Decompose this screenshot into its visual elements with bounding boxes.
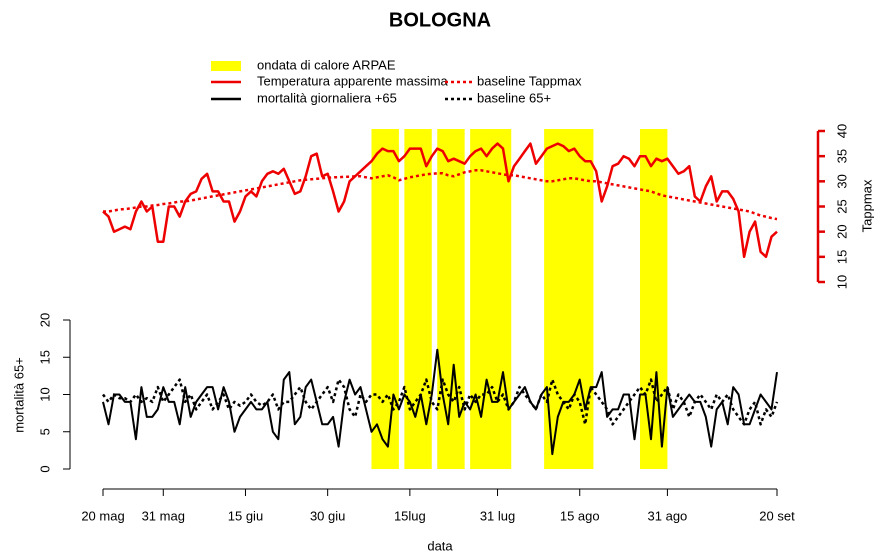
- y2-tick-label: 20: [834, 224, 849, 238]
- y-tick-label: 15: [37, 350, 52, 364]
- heat-wave-band: [544, 129, 594, 469]
- y2-tick-label: 30: [834, 174, 849, 188]
- legend-label: baseline Tappmax: [477, 73, 582, 88]
- y-axis-label: mortalità 65+: [11, 357, 26, 433]
- x-tick-label: 20 mag: [81, 508, 124, 523]
- heat-wave-band: [371, 129, 399, 469]
- legend-label: ondata di calore ARPAE: [257, 57, 396, 72]
- y2-tick-label: 15: [834, 250, 849, 264]
- x-tick-label: 31 lug: [480, 508, 515, 523]
- baseline-line: [101, 378, 779, 426]
- y-tick-label: 0: [37, 465, 52, 472]
- y-tick-label: 10: [37, 387, 52, 401]
- y2-axis-label: Tappmax: [859, 179, 874, 232]
- heat-wave-band: [404, 129, 432, 469]
- data-line: [102, 348, 778, 456]
- y2-tick-label: 10: [834, 275, 849, 289]
- y-tick-label: 5: [37, 428, 52, 435]
- chart-title: BOLOGNA: [389, 9, 491, 31]
- y-tick-label: 20: [37, 313, 52, 327]
- x-tick-label: 15 ago: [560, 508, 600, 523]
- x-tick-label: 31 mag: [142, 508, 185, 523]
- y2-tick-label: 40: [834, 124, 849, 138]
- heat-wave-band: [470, 129, 512, 469]
- legend-label: Temperatura apparente massima: [257, 73, 449, 88]
- data-line: [102, 142, 778, 259]
- x-axis-label: data: [427, 538, 453, 553]
- x-tick-label: 15 giu: [228, 508, 263, 523]
- legend-label: mortalità giornaliera +65: [257, 90, 397, 105]
- baseline-line: [103, 169, 778, 221]
- x-tick-label: 30 giu: [310, 508, 345, 523]
- x-tick-label: 15lug: [394, 508, 426, 523]
- heat-wave-band: [437, 129, 465, 469]
- x-tick-label: 20 set: [759, 508, 795, 523]
- x-tick-label: 31 ago: [648, 508, 688, 523]
- legend-label: baseline 65+: [477, 90, 551, 105]
- legend-swatch: [211, 61, 241, 71]
- y2-tick-label: 35: [834, 149, 849, 163]
- y2-tick-label: 25: [834, 199, 849, 213]
